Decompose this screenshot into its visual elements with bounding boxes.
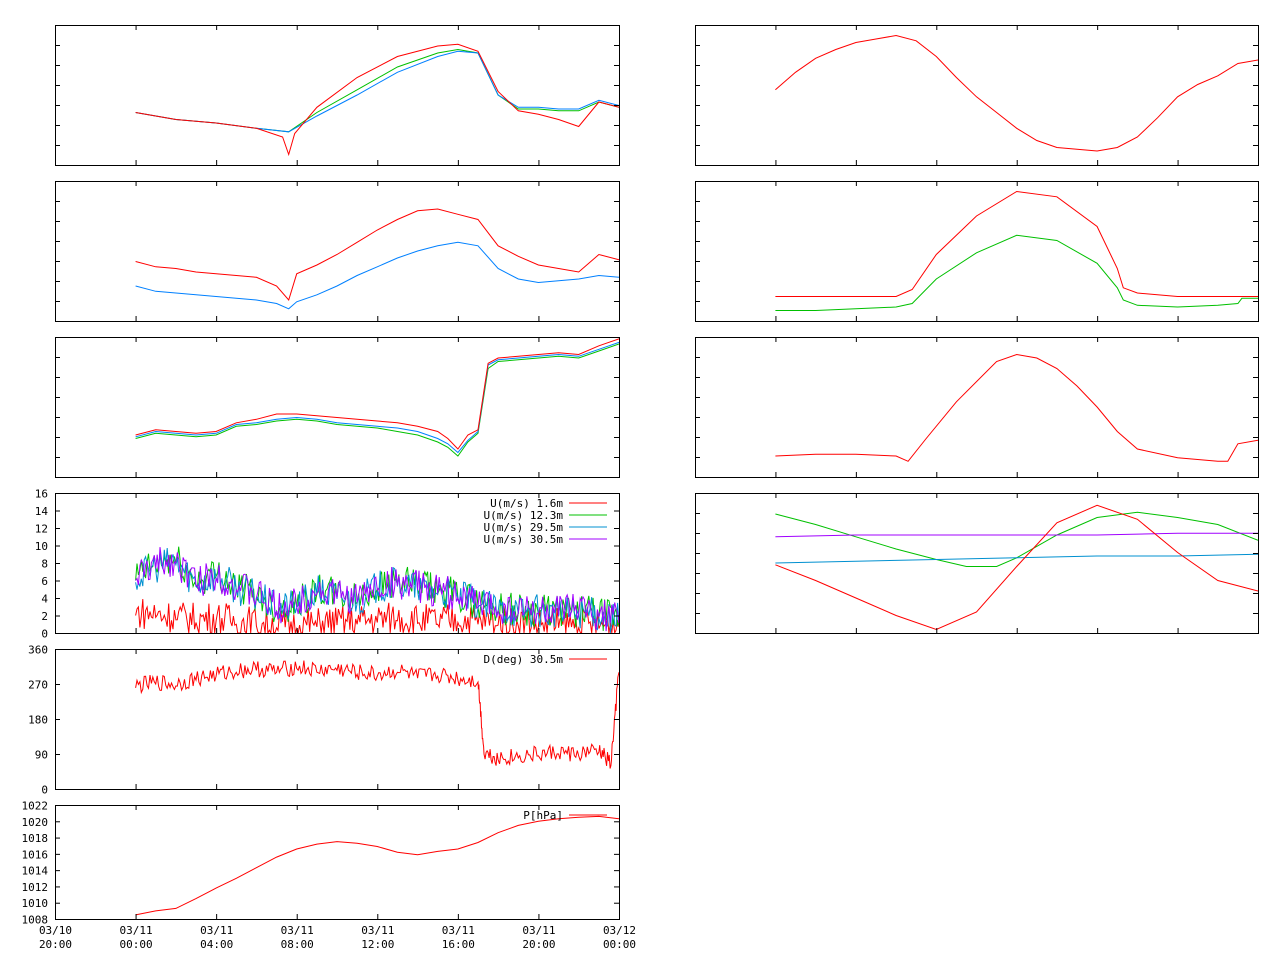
series-line — [135, 547, 619, 632]
panel-left-6: 03/1020:0003/1100:0003/1104:0003/1108:00… — [22, 800, 637, 952]
x-tick-label: 00:00 — [603, 938, 636, 951]
x-tick-label: 20:00 — [522, 938, 555, 951]
panel-right-4 — [695, 493, 1259, 634]
series-group — [775, 504, 1258, 631]
panel-left-5: 0 90 180 270 360 D(deg) 30.5m — [28, 644, 620, 797]
plot-frame — [55, 337, 620, 478]
panel-right-1 — [695, 25, 1259, 166]
series-line — [135, 43, 619, 157]
y-tick-label: 360 — [28, 644, 48, 657]
series-line — [775, 511, 1258, 567]
x-tick-label: 08:00 — [281, 938, 314, 951]
series-line — [775, 532, 1258, 538]
y-tick-label: 180 — [28, 714, 48, 727]
x-tick-label: 16:00 — [442, 938, 475, 951]
series-group — [775, 190, 1258, 311]
series-line — [135, 341, 619, 454]
y-tick-label: 1022 — [22, 800, 49, 813]
series-line — [775, 34, 1258, 152]
series-line — [775, 353, 1258, 462]
panel-left-1 — [55, 25, 620, 166]
x-tick-label: 03/10 — [39, 924, 72, 937]
y-tick-label: 0 — [41, 784, 48, 797]
plot-frame — [55, 25, 620, 166]
x-tick-label: 20:00 — [39, 938, 72, 951]
x-tick-label: 00:00 — [120, 938, 153, 951]
series-group — [775, 34, 1258, 152]
legend-entry-label: U(m/s) 30.5m — [484, 533, 564, 546]
y-tick-label: 12 — [35, 523, 48, 536]
legend-entry-label: U(m/s) 12.3m — [484, 509, 564, 522]
series-line — [775, 553, 1258, 564]
y-tick-label: 16 — [35, 488, 48, 501]
plot-frame — [55, 181, 620, 322]
plot-frame — [695, 493, 1259, 634]
y-tick-label: 2 — [41, 610, 48, 623]
x-tick-label: 12:00 — [361, 938, 394, 951]
panel-right-2 — [695, 181, 1259, 322]
x-tick-label: 03/11 — [120, 924, 153, 937]
panel-right-3 — [695, 337, 1259, 478]
series-line — [135, 343, 619, 457]
series-group — [135, 43, 619, 157]
legend-entry-label: U(m/s) 29.5m — [484, 521, 564, 534]
plot-frame — [55, 649, 620, 790]
plot-frame — [55, 805, 620, 920]
series-line — [135, 338, 619, 450]
plot-frame — [695, 181, 1259, 322]
y-tick-label: 4 — [41, 593, 48, 606]
y-tick-label: 1016 — [22, 848, 49, 861]
series-line — [135, 599, 619, 633]
y-tick-label: 1020 — [22, 816, 49, 829]
x-tick-label: 03/11 — [361, 924, 394, 937]
y-tick-label: 1008 — [22, 914, 49, 927]
legend-entry-label: D(deg) 30.5m — [484, 653, 564, 666]
y-tick-label: 90 — [35, 749, 48, 762]
y-tick-label: 6 — [41, 575, 48, 588]
y-tick-label: 8 — [41, 558, 48, 571]
x-tick-label: 03/11 — [522, 924, 555, 937]
series-group — [135, 338, 619, 457]
series-group — [135, 208, 619, 310]
x-tick-label: 03/12 — [603, 924, 636, 937]
y-tick-label: 10 — [35, 540, 48, 553]
legend-entry-label: U(m/s) 1.6m — [490, 497, 563, 510]
series-group — [135, 660, 619, 769]
y-tick-label: 1014 — [22, 865, 49, 878]
series-line — [135, 208, 619, 302]
y-tick-label: 1018 — [22, 832, 49, 845]
y-tick-label: 1010 — [22, 897, 49, 910]
x-tick-label: 04:00 — [200, 938, 233, 951]
panel-left-2 — [55, 181, 620, 322]
series-group — [775, 353, 1258, 462]
series-group — [135, 546, 619, 633]
y-tick-label: 1012 — [22, 881, 49, 894]
series-line — [775, 504, 1258, 631]
series-line — [135, 48, 619, 133]
y-tick-label: 0 — [41, 628, 48, 641]
panel-left-3 — [55, 337, 620, 478]
y-tick-label: 14 — [35, 505, 49, 518]
x-tick-label: 03/11 — [442, 924, 475, 937]
legend-entry-label: P[hPa] — [523, 809, 563, 822]
x-tick-label: 03/11 — [200, 924, 233, 937]
series-line — [135, 815, 619, 916]
plot-frame — [695, 25, 1259, 166]
series-line — [135, 50, 619, 133]
series-line — [775, 234, 1258, 311]
y-tick-label: 270 — [28, 679, 48, 692]
series-line — [135, 241, 619, 310]
plot-frame — [695, 337, 1259, 478]
series-group — [135, 815, 619, 916]
series-line — [775, 190, 1258, 297]
series-line — [135, 660, 619, 769]
x-tick-label: 03/11 — [281, 924, 314, 937]
